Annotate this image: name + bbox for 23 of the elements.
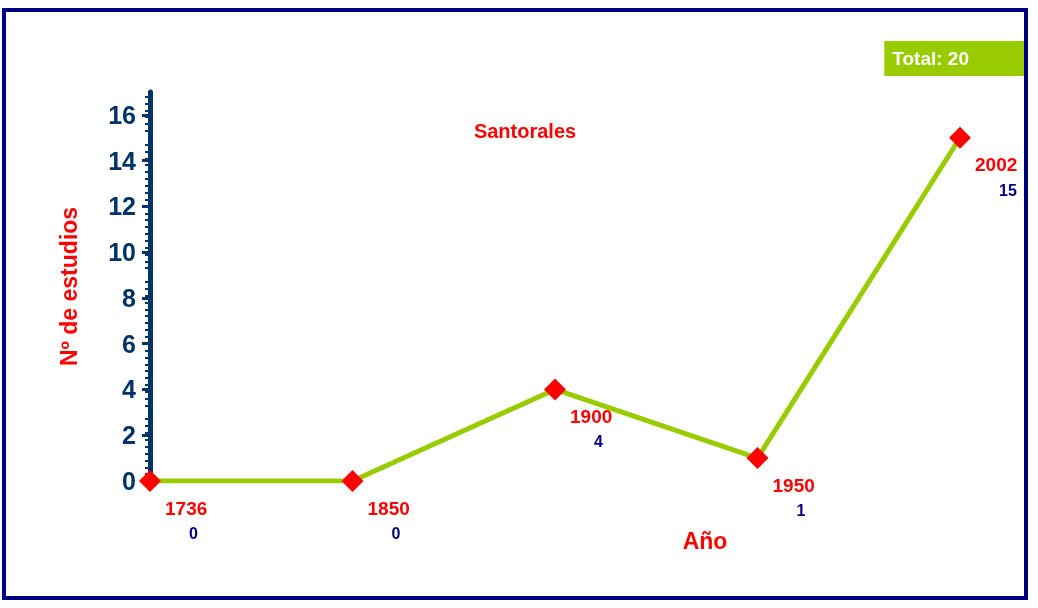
y-tick-label: 4 <box>122 375 137 404</box>
y-tick-label: 10 <box>108 238 136 267</box>
text: Total: 20 <box>892 48 969 69</box>
y-tick-label: 8 <box>122 283 137 312</box>
x-tick-label: 2002 <box>975 154 1018 176</box>
data-label: 15 <box>999 181 1017 199</box>
y-tick-label: 12 <box>108 192 136 221</box>
y-tick-label: 2 <box>122 421 136 450</box>
y-tick-label: 14 <box>108 146 137 175</box>
x-tick-label: 1850 <box>367 497 410 519</box>
y-axis-title: Nº de estudios <box>55 206 82 367</box>
data-label: 4 <box>594 433 603 451</box>
x-axis-title: Año <box>682 527 728 554</box>
x-tick-label: 1950 <box>772 474 815 496</box>
x-tick-label: 1900 <box>570 405 613 427</box>
data-label: 1 <box>796 502 806 520</box>
y-tick-label: 0 <box>122 467 136 495</box>
text: Santorales <box>473 120 577 142</box>
x-tick-label: 1736 <box>165 497 208 519</box>
data-label: 0 <box>391 525 401 542</box>
y-tick-label: 6 <box>122 329 136 358</box>
data-label: 0 <box>189 525 198 542</box>
y-tick-label: 16 <box>108 100 136 129</box>
